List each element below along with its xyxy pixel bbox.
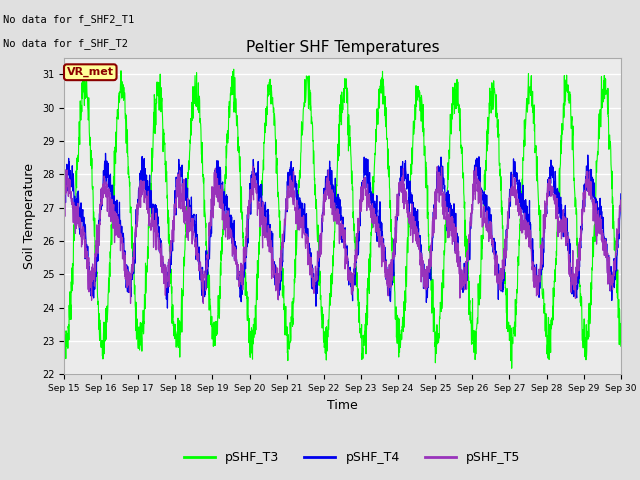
pSHF_T3 [568, 114, 576, 120]
pSHF_T4 [617, 191, 625, 197]
pSHF_T3 [508, 365, 516, 371]
pSHF_T5 [249, 163, 257, 169]
pSHF_T3 [617, 343, 625, 349]
Title: Peltier SHF Temperatures: Peltier SHF Temperatures [246, 40, 439, 55]
pSHF_T4 [216, 164, 223, 170]
Text: No data for f_SHF2_T1: No data for f_SHF2_T1 [3, 14, 134, 25]
pSHF_T4 [568, 291, 576, 297]
pSHF_T4 [505, 204, 513, 210]
pSHF_T3 [60, 315, 68, 321]
pSHF_T3 [504, 327, 512, 333]
pSHF_T4 [371, 211, 379, 216]
Y-axis label: Soil Temperature: Soil Temperature [23, 163, 36, 269]
pSHF_T3 [359, 345, 367, 351]
pSHF_T5 [127, 300, 134, 306]
Text: VR_met: VR_met [67, 67, 114, 77]
Text: No data for f_SHF_T2: No data for f_SHF_T2 [3, 38, 128, 49]
Line: pSHF_T5: pSHF_T5 [64, 166, 621, 303]
pSHF_T5 [359, 195, 367, 201]
pSHF_T5 [584, 182, 591, 188]
pSHF_T4 [60, 191, 68, 197]
pSHF_T4 [584, 172, 591, 178]
pSHF_T3 [371, 155, 379, 161]
pSHF_T5 [216, 204, 223, 210]
Line: pSHF_T4: pSHF_T4 [64, 153, 621, 308]
pSHF_T3 [230, 66, 237, 72]
pSHF_T3 [216, 315, 223, 321]
pSHF_T5 [617, 201, 625, 206]
Legend: pSHF_T3, pSHF_T4, pSHF_T5: pSHF_T3, pSHF_T4, pSHF_T5 [179, 446, 525, 469]
pSHF_T5 [371, 217, 379, 223]
X-axis label: Time: Time [327, 399, 358, 412]
pSHF_T4 [102, 150, 109, 156]
Line: pSHF_T3: pSHF_T3 [64, 69, 621, 368]
pSHF_T4 [164, 305, 172, 311]
pSHF_T5 [505, 208, 513, 214]
pSHF_T5 [60, 203, 68, 208]
pSHF_T4 [359, 192, 367, 198]
pSHF_T3 [584, 328, 591, 334]
pSHF_T5 [568, 274, 576, 279]
